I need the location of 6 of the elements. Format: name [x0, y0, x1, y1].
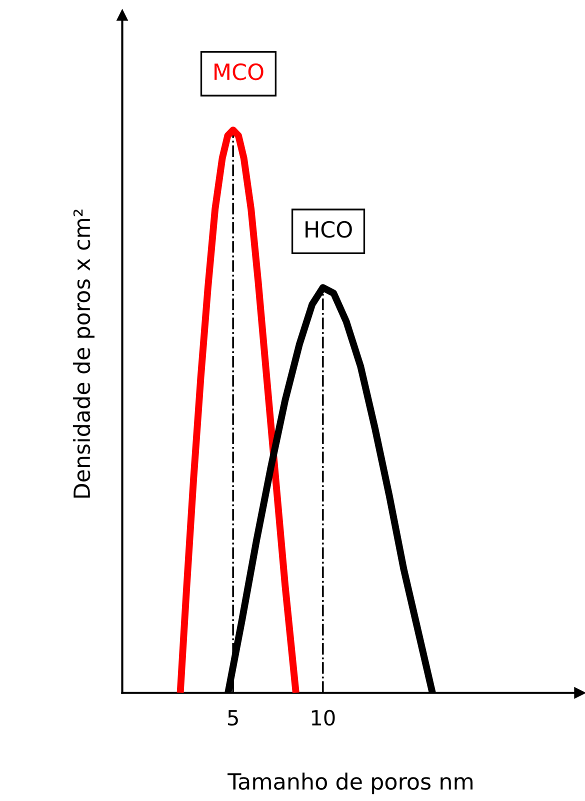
x-axis-title: Tamanho de poros nm: [228, 772, 472, 794]
x-tick-label: 5: [228, 710, 238, 726]
text: HCO: [306, 220, 352, 238]
text: MCO: [214, 63, 264, 80]
y-axis-title: Densidade de poros x cm²: [72, 210, 94, 498]
x-tick-label: 10: [312, 710, 335, 726]
